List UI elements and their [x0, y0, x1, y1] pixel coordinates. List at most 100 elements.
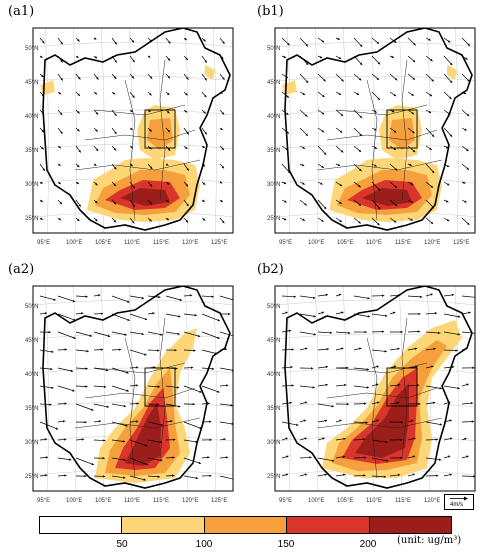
wind-vector-head	[374, 164, 377, 167]
wind-vector-head	[95, 200, 98, 204]
wind-vector-head	[356, 92, 360, 95]
wind-vector	[183, 331, 201, 337]
parallel-line	[33, 333, 233, 340]
wind-vector-head	[167, 58, 171, 61]
wind-vector-head	[359, 62, 363, 65]
wind-vector-head	[41, 129, 45, 133]
wind-vector-head	[376, 77, 379, 80]
wind-vector-head	[285, 311, 288, 314]
wind-vector-head	[302, 218, 305, 221]
wind-vector-head	[95, 182, 98, 186]
reference-vector-label: 4m/s	[450, 502, 464, 508]
wind-vector-head	[77, 129, 80, 132]
wind-vector	[371, 457, 389, 462]
wind-vector	[57, 313, 76, 321]
wind-vector	[317, 403, 334, 407]
wind-vector-head	[452, 365, 455, 369]
wind-vector-head	[438, 331, 441, 335]
latitude-label: 30°N	[267, 440, 280, 446]
wind-vector-head	[449, 62, 453, 66]
wind-vector-head	[135, 384, 138, 387]
wind-vector-head	[114, 131, 117, 134]
wind-vector-head	[70, 369, 74, 373]
wind-vector-head	[97, 294, 101, 297]
wind-vector-head	[393, 147, 396, 151]
meridian-line	[454, 28, 459, 233]
wind-vector-head	[385, 459, 389, 462]
wind-vector-head	[432, 401, 436, 404]
wind-vector-head	[304, 473, 308, 476]
wind-vector-head	[321, 40, 325, 43]
wind-vector-head	[283, 55, 287, 59]
wind-vector-head	[348, 331, 351, 335]
map-content	[33, 28, 233, 233]
wind-vector-head	[419, 295, 423, 299]
colorbar-segment-2	[204, 517, 288, 533]
wind-vector-head	[428, 110, 432, 113]
wind-vector-head	[284, 200, 287, 203]
wind-vector-head	[385, 440, 388, 444]
wind-vector-head	[446, 218, 450, 222]
province-boundary	[366, 79, 378, 221]
wind-vector-head	[473, 475, 475, 478]
wind-vector-head	[102, 475, 106, 478]
wind-vector-head	[464, 128, 467, 131]
wind-vector-head	[86, 349, 89, 353]
wind-vector-head	[132, 220, 135, 224]
wind-vector-head	[122, 440, 126, 443]
wind-vector-head	[93, 37, 97, 40]
wind-vector-head	[157, 385, 160, 388]
wind-vector-head	[398, 293, 401, 297]
wind-vector-head	[60, 78, 63, 81]
wind-vector-head	[393, 365, 397, 368]
wind-vector-head	[174, 348, 177, 352]
wind-vector	[147, 439, 163, 443]
wind-vector-head	[324, 419, 328, 422]
wind-vector-head	[55, 427, 59, 430]
wind-vector-head	[393, 220, 397, 223]
wind-vector	[219, 331, 233, 337]
wind-vector-head	[234, 299, 236, 301]
province-boundary	[159, 317, 166, 459]
wind-vector-head	[447, 112, 451, 115]
wind-vector-head	[184, 110, 188, 113]
wind-vector	[147, 421, 164, 426]
wind-vector	[165, 331, 180, 335]
wind-vector	[129, 313, 148, 321]
panel-label-a1: (a1)	[8, 4, 35, 19]
latitude-label: 30°N	[25, 440, 38, 446]
wind-vector	[129, 439, 148, 447]
province-boundary	[74, 159, 201, 171]
wind-vector-head	[222, 41, 225, 44]
wind-vector-head	[64, 438, 67, 441]
wind-vector	[183, 439, 198, 443]
wind-vector-head	[58, 145, 61, 149]
wind-vector-head	[339, 130, 343, 133]
wind-vector-head	[434, 312, 438, 315]
wind-vector-head	[60, 60, 63, 63]
wind-vector-head	[147, 55, 151, 58]
wind-vector	[129, 295, 145, 299]
wind-vector-head	[149, 76, 153, 79]
wind-vector	[111, 421, 128, 427]
wind-vector-head	[413, 437, 416, 440]
longitude-label: 115°E	[395, 498, 411, 504]
wind-vector-head	[103, 385, 107, 389]
wind-vector-head	[228, 312, 231, 316]
wind-vector-head	[91, 408, 94, 411]
wind-vector-head	[127, 300, 130, 303]
wind-vector-head	[130, 163, 133, 167]
wind-vector-head	[72, 389, 75, 392]
wind-vector-head	[393, 130, 397, 133]
wind-vector-head	[341, 347, 344, 350]
wind-vector-head	[77, 164, 80, 168]
wind-vector-head	[204, 60, 207, 63]
longitude-label: 105°E	[95, 240, 111, 246]
wind-vector-head	[72, 299, 76, 303]
wind-vector-head	[40, 217, 43, 220]
wind-vector	[93, 367, 109, 371]
wind-vector-head	[471, 420, 474, 423]
wind-vector-head	[288, 170, 291, 174]
wind-vector-head	[199, 390, 202, 393]
wind-vector-head	[45, 474, 48, 477]
